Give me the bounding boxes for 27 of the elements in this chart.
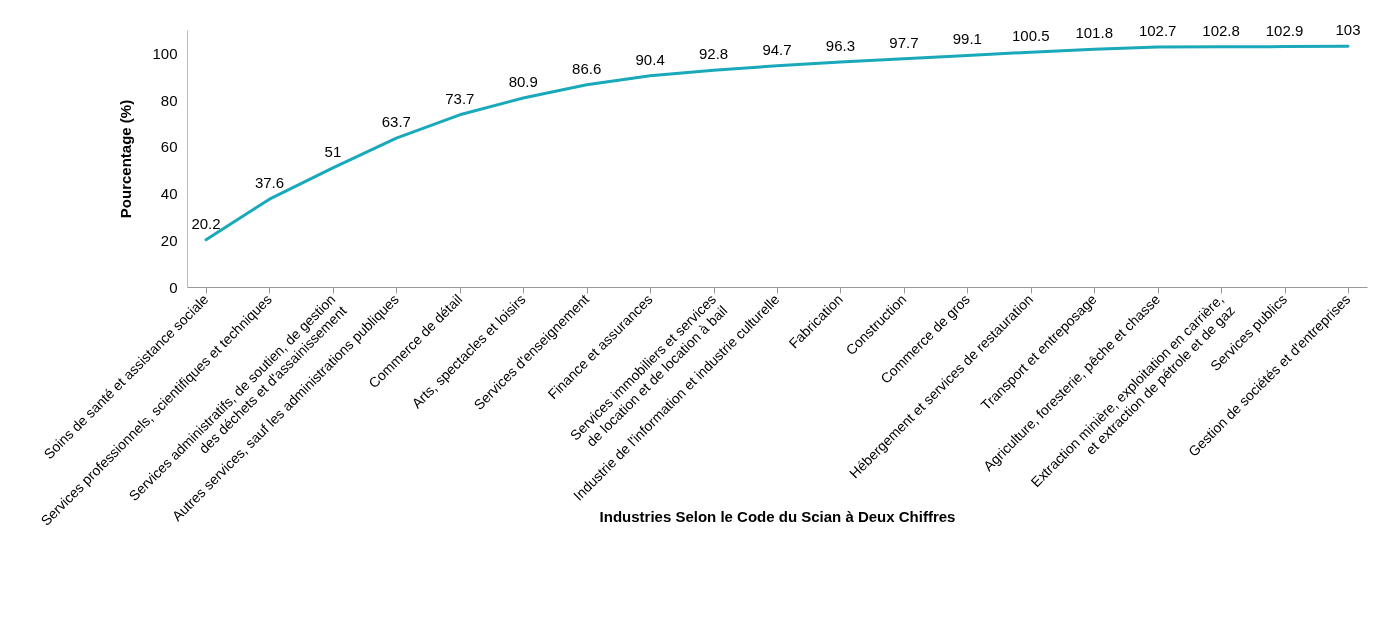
x-axis-title: Industries Selon le Code du Scian à Deux Chiffres bbox=[599, 507, 956, 525]
data-label: 100.5 bbox=[1011, 27, 1050, 45]
data-label: 63.7 bbox=[381, 113, 411, 131]
y-axis-title: Pourcentage (%) bbox=[117, 99, 135, 219]
data-label: 99.1 bbox=[952, 30, 982, 48]
data-label: 102.7 bbox=[1138, 22, 1177, 40]
data-label: 20.2 bbox=[191, 214, 221, 232]
data-label: 102.8 bbox=[1202, 21, 1240, 39]
data-label: 94.7 bbox=[762, 40, 792, 58]
y-tick-label: 0 bbox=[169, 278, 178, 296]
data-label: 102.9 bbox=[1265, 21, 1304, 39]
y-tick-label: 40 bbox=[160, 185, 178, 203]
data-label: 101.8 bbox=[1075, 24, 1113, 42]
data-label: 92.8 bbox=[698, 45, 729, 63]
data-label: 86.6 bbox=[572, 59, 602, 77]
data-label: 51 bbox=[324, 142, 342, 160]
data-label: 73.7 bbox=[445, 89, 475, 107]
data-label: 80.9 bbox=[508, 72, 538, 90]
y-tick-label: 100 bbox=[152, 44, 178, 62]
data-label: 90.4 bbox=[635, 50, 665, 68]
y-tick-label: 80 bbox=[160, 91, 178, 109]
data-label: 96.3 bbox=[825, 37, 856, 55]
y-tick-label: 60 bbox=[160, 138, 178, 156]
data-label: 103 bbox=[1335, 21, 1361, 39]
y-tick-label: 20 bbox=[160, 231, 178, 249]
data-label: 97.7 bbox=[889, 33, 919, 51]
data-label: 37.6 bbox=[254, 174, 285, 192]
